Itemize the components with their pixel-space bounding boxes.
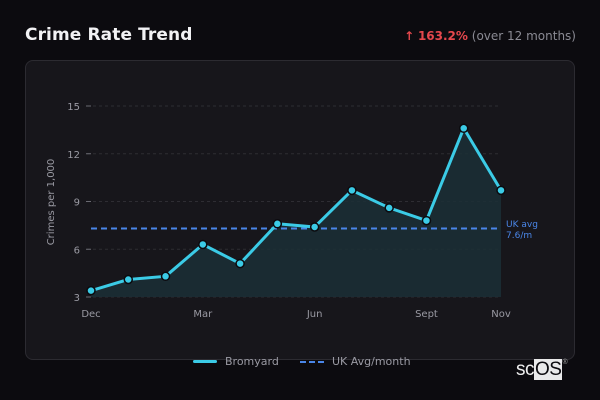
legend-item-bromyard[interactable]: Bromyard: [193, 355, 279, 368]
change-indicator: ↑ 163.2% (over 12 months): [404, 29, 576, 43]
svg-text:Jun: Jun: [306, 309, 323, 320]
dashed-line-swatch-icon: [300, 360, 324, 363]
change-percent: 163.2%: [417, 29, 468, 43]
avg-annotation-line2: 7.6/m: [506, 231, 532, 241]
svg-text:3: 3: [74, 293, 80, 304]
solid-line-swatch-icon: [193, 360, 217, 363]
data-point[interactable]: [384, 203, 394, 213]
data-point[interactable]: [421, 215, 432, 226]
avg-annotation-line1: UK avg: [506, 220, 538, 230]
data-point[interactable]: [123, 274, 134, 285]
series-area: [91, 128, 501, 297]
data-point[interactable]: [347, 185, 357, 196]
scos-logo: scOS®: [516, 359, 568, 380]
svg-text:Sept: Sept: [415, 309, 438, 320]
data-point[interactable]: [458, 123, 469, 134]
svg-text:12: 12: [67, 150, 80, 161]
svg-text:9: 9: [74, 198, 80, 209]
svg-text:Mar: Mar: [193, 309, 213, 320]
series-line: [90, 126, 503, 293]
legend-item-uk-avg[interactable]: UK Avg/month: [300, 355, 411, 368]
legend-label: UK Avg/month: [332, 355, 411, 368]
arrow-up-icon: ↑: [404, 29, 415, 43]
y-axis: 3 6 9 12 15: [67, 102, 91, 304]
data-points: [86, 123, 506, 296]
svg-text:Dec: Dec: [81, 309, 100, 320]
svg-text:6: 6: [74, 245, 80, 256]
data-point[interactable]: [86, 285, 96, 296]
page-title: Crime Rate Trend: [25, 25, 193, 45]
svg-text:Nov: Nov: [491, 309, 511, 320]
data-point[interactable]: [235, 258, 245, 269]
data-point[interactable]: [496, 185, 506, 196]
data-point[interactable]: [198, 239, 208, 250]
data-point[interactable]: [272, 219, 283, 229]
change-note: (over 12 months): [471, 29, 576, 43]
svg-text:15: 15: [67, 102, 80, 113]
y-axis-label: Crimes per 1,000: [46, 159, 57, 246]
legend-label: Bromyard: [225, 355, 279, 368]
data-point[interactable]: [160, 271, 171, 282]
data-point[interactable]: [309, 222, 320, 232]
x-axis: Dec Mar Jun Sept Nov: [81, 309, 511, 320]
